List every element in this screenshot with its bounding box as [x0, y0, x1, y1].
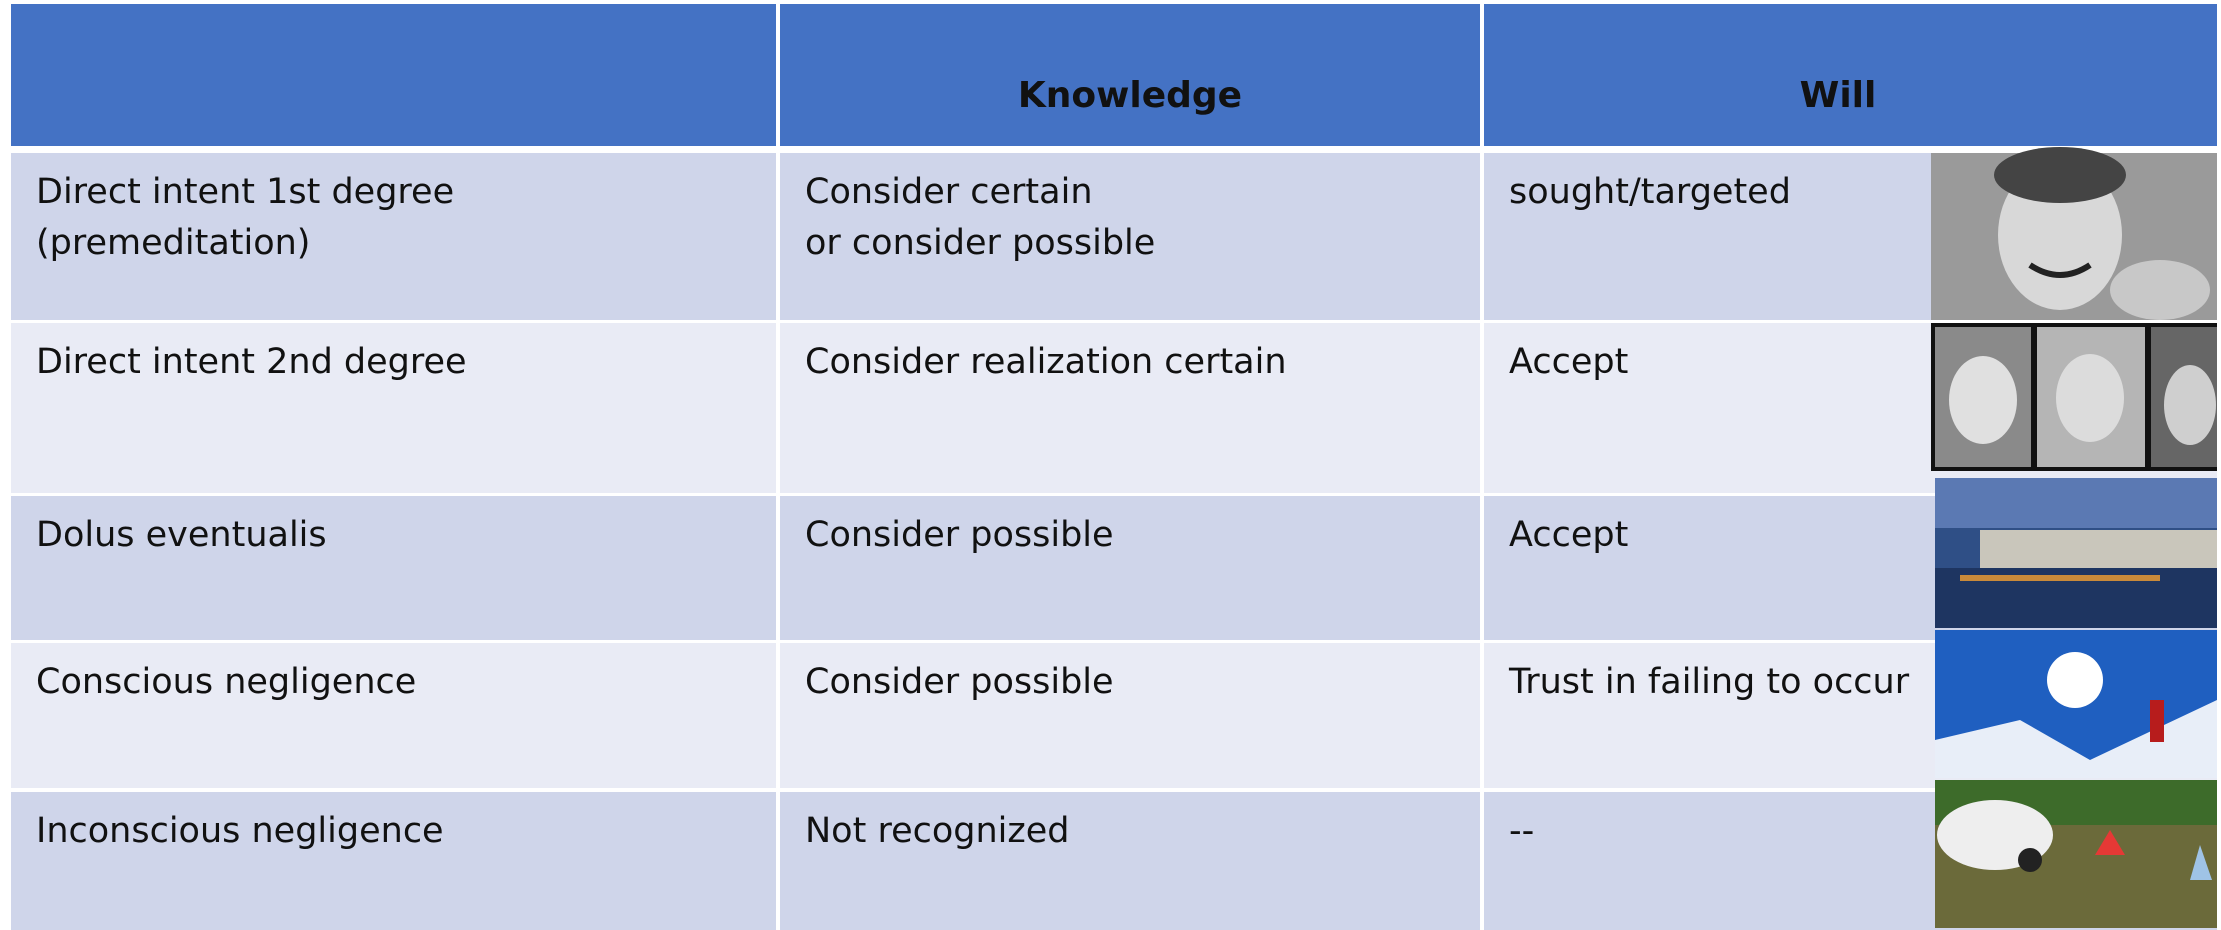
header-cell: Knowledge	[780, 4, 1480, 146]
table-cell: Trust in failing to occur	[1484, 643, 2217, 788]
cell-text: Consider possible	[805, 515, 1114, 555]
table-cell: --	[1484, 792, 2217, 930]
table-cell: Consider certain or consider possible	[780, 153, 1480, 320]
table-cell: Accept	[1484, 496, 2217, 640]
cell-text: Not recognized	[805, 811, 1070, 851]
cell-text: Accept	[1509, 515, 1629, 555]
table-cell: Accept	[1484, 323, 2217, 493]
cell-text: --	[1509, 811, 1535, 851]
cell-text: or consider possible	[805, 223, 1156, 263]
cell-text: Dolus eventualis	[36, 515, 327, 555]
table-cell: Consider possible	[780, 643, 1480, 788]
header-cell: Will	[1484, 4, 2217, 146]
cell-text: Direct intent 1st degree	[36, 172, 455, 212]
table-cell: Inconscious negligence	[11, 792, 776, 930]
cell-text: Trust in failing to occur	[1509, 662, 1910, 702]
cell-text: Consider possible	[805, 662, 1114, 702]
table-cell: Consider realization certain	[780, 323, 1480, 493]
table-cell: Direct intent 2nd degree	[11, 323, 776, 493]
cell-text: Direct intent 2nd degree	[36, 342, 467, 382]
table-cell: Consider possible	[780, 496, 1480, 640]
table-cell: Direct intent 1st degree (premeditation)	[11, 153, 776, 320]
cell-text: Conscious negligence	[36, 662, 417, 702]
cell-text: sought/targeted	[1509, 172, 1791, 212]
cell-text: Accept	[1509, 342, 1629, 382]
table-cell: Conscious negligence	[11, 643, 776, 788]
table-cell: Dolus eventualis	[11, 496, 776, 640]
cell-text: Consider realization certain	[805, 342, 1287, 382]
header-empty	[11, 4, 776, 146]
cell-text: (premeditation)	[36, 223, 311, 263]
table-cell: Not recognized	[780, 792, 1480, 930]
cell-text: Consider certain	[805, 172, 1093, 212]
table-cell: sought/targeted	[1484, 153, 2217, 320]
cell-text: Inconscious negligence	[36, 811, 444, 851]
